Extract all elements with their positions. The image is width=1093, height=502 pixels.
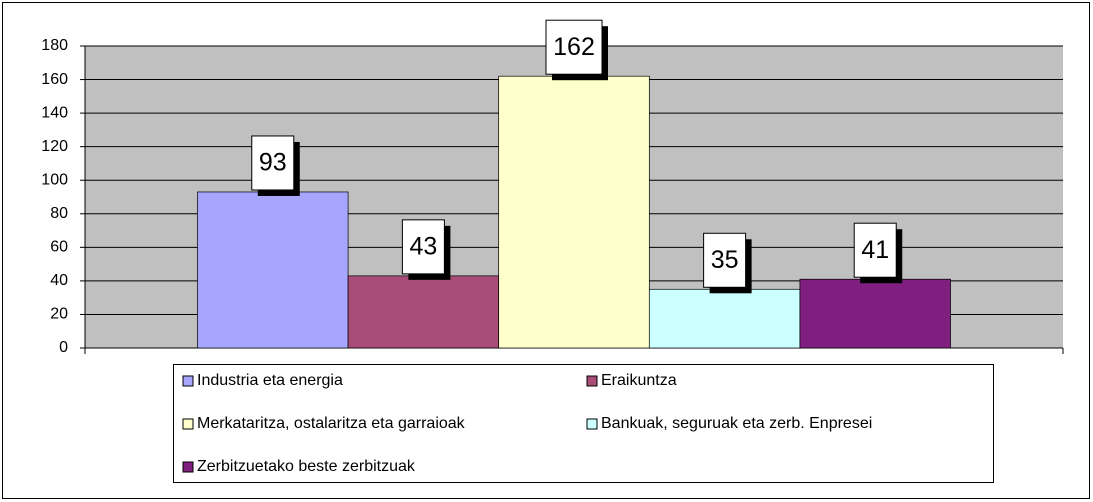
y-tick-label: 20 [50,306,68,323]
legend-label: Eraikuntza [601,372,677,389]
bar [648,288,801,349]
y-tick-label: 120 [41,138,68,155]
y-tick-label: 180 [41,37,68,54]
y-tick-label: 160 [41,71,68,88]
value-label: 43 [409,232,437,260]
legend-label: Zerbitzuetako beste zerbitzuak [197,458,416,475]
legend-swatch [182,461,194,473]
y-tick-label: 40 [50,272,68,289]
value-label: 162 [553,33,595,61]
value-label: 35 [711,246,739,274]
value-label: 41 [861,236,889,264]
legend-swatch [586,375,598,387]
bar [799,278,951,349]
legend-label: Merkataritza, ostalaritza eta garraioak [197,415,466,432]
legend-box [173,364,994,483]
bar [347,275,500,349]
value-label-box [545,19,603,75]
legend-label: Industria eta energia [197,372,343,389]
value-label-box [703,232,747,288]
legend-label: Bankuak, seguruak eta zerb. Enpresei [601,415,872,432]
y-tick-label: 100 [41,171,68,188]
value-label: 93 [259,149,287,177]
bar [197,191,349,349]
y-tick-label: 60 [50,239,68,256]
value-label-box [401,219,445,275]
legend-swatch [182,418,194,430]
value-label-box [251,135,295,191]
legend-swatch [586,418,598,430]
y-tick-label: 0 [59,339,68,356]
y-tick-label: 80 [50,205,68,222]
bar [498,75,650,349]
value-label-box [853,222,897,278]
y-tick-label: 140 [41,104,68,121]
legend-swatch [182,375,194,387]
